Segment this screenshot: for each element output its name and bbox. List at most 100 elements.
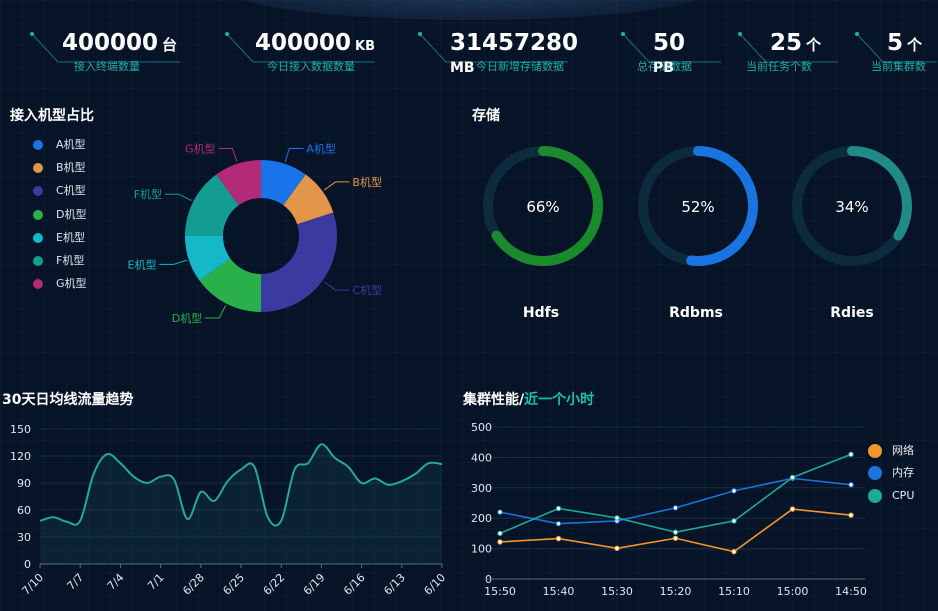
legend-dot xyxy=(33,210,43,220)
pie-label: D机型 xyxy=(172,311,202,325)
ring-percent: 66% xyxy=(526,198,559,216)
stat-unit: PB xyxy=(653,60,674,76)
stat-terminals: 400000 台 接入终端数量 xyxy=(30,26,210,76)
pie-label-line xyxy=(323,181,350,191)
x-tick-label: 15:00 xyxy=(777,585,809,598)
data-point xyxy=(731,548,737,555)
stat-underline xyxy=(621,32,721,63)
pie-slice xyxy=(261,212,337,312)
y-tick-label: 500 xyxy=(471,421,492,434)
stat-label: 今日新增存储数据 xyxy=(476,60,564,73)
pie-label-line xyxy=(159,259,187,265)
x-tick-label: 15:50 xyxy=(484,585,516,598)
ring-progress xyxy=(491,146,603,266)
x-tick-label: 15:20 xyxy=(660,585,692,598)
pie-slice xyxy=(185,174,239,236)
legend-label: G机型 xyxy=(56,277,87,290)
data-point xyxy=(672,529,679,535)
data-point xyxy=(672,535,679,541)
y-tick-label: 400 xyxy=(471,451,492,464)
series-line xyxy=(39,443,443,527)
machine-share-title: 接入机型占比 xyxy=(10,108,94,124)
stat-value: 5 xyxy=(887,30,904,56)
legend-label: 网络 xyxy=(892,444,914,457)
legend-dot xyxy=(33,279,43,289)
ring-percent: 52% xyxy=(681,198,714,216)
stat-label: 总存储数据 xyxy=(637,60,692,73)
x-tick-label: 7/7 xyxy=(65,571,87,593)
x-tick-label: 15:30 xyxy=(601,585,633,598)
ring-percent: 34% xyxy=(835,198,868,216)
y-tick-label: 150 xyxy=(10,423,31,436)
stat-underline xyxy=(855,32,937,63)
series-line xyxy=(499,453,852,535)
pie-label-line xyxy=(218,148,238,162)
data-point xyxy=(789,474,796,481)
legend-label: B机型 xyxy=(56,161,86,174)
stat-unit: 台 xyxy=(162,36,178,54)
pie-slice xyxy=(283,174,334,225)
pie-slice xyxy=(216,160,261,206)
data-point xyxy=(497,509,503,515)
legend-dot xyxy=(33,140,43,150)
data-point xyxy=(731,518,737,524)
ring-progress xyxy=(847,146,912,241)
series-line xyxy=(499,477,852,525)
pie-label: F机型 xyxy=(134,187,162,201)
legend-dot xyxy=(33,186,43,196)
legend-label: D机型 xyxy=(56,208,87,221)
legend-dot xyxy=(868,466,882,480)
stat-total-storage: 50 总存储数据 PB xyxy=(621,26,731,76)
x-tick-label: 7/10 xyxy=(19,571,46,598)
pie-label: C机型 xyxy=(352,283,382,297)
ring-name-hdfs: Hdfs xyxy=(522,305,560,321)
legend-dot xyxy=(868,489,882,503)
data-point xyxy=(731,488,737,494)
stat-unit: MB xyxy=(450,60,475,76)
stat-underline xyxy=(418,32,568,63)
stat-unit: 个 xyxy=(806,36,822,54)
storage-title: 存储 xyxy=(472,108,500,124)
pie-label: B机型 xyxy=(352,175,382,189)
pie-slice xyxy=(185,236,231,281)
legend-label: E机型 xyxy=(56,231,85,244)
x-tick-label: 6/28 xyxy=(180,571,207,598)
x-tick-label: 7/4 xyxy=(105,571,127,593)
data-point xyxy=(848,512,854,518)
pie-label-line xyxy=(165,193,192,202)
x-tick-label: 15:10 xyxy=(718,585,750,598)
legend-dot xyxy=(33,256,43,266)
stat-value: 31457280 xyxy=(450,30,579,56)
legend-dot xyxy=(33,163,43,173)
pie-label-line xyxy=(284,148,304,162)
pie-label: G机型 xyxy=(185,142,216,156)
stat-underline xyxy=(30,32,180,63)
legend-dot xyxy=(33,233,43,243)
y-tick-label: 200 xyxy=(471,512,492,525)
ring-name-rdbms: Rdbms xyxy=(669,305,723,321)
stat-tasks: 25 个 当前任务个数 xyxy=(738,26,848,76)
area-fill xyxy=(40,444,442,564)
pie-label: A机型 xyxy=(306,142,336,156)
x-tick-label: 6/16 xyxy=(341,571,368,598)
legend-label: F机型 xyxy=(56,254,85,267)
x-tick-label: 14:50 xyxy=(835,585,867,598)
stat-unit: 个 xyxy=(907,36,923,54)
y-tick-label: 0 xyxy=(24,558,31,571)
y-tick-label: 90 xyxy=(17,477,31,490)
legend-label: CPU xyxy=(892,489,915,502)
data-point xyxy=(789,506,796,512)
y-tick-label: 100 xyxy=(471,543,492,556)
pie-slice xyxy=(199,258,261,312)
data-point xyxy=(614,515,620,521)
stat-today-data: 400000 KB 今日接入数据数量 xyxy=(225,26,405,76)
stat-label: 当前任务个数 xyxy=(746,60,812,73)
x-tick-label: 6/10 xyxy=(421,571,448,598)
stat-label: 今日接入数据数量 xyxy=(267,60,355,73)
legend-label: C机型 xyxy=(56,184,86,197)
stat-value: 50 xyxy=(653,30,686,56)
stat-new-storage: 31457280 MB 今日新增存储数据 xyxy=(418,26,598,76)
pie-label-line xyxy=(323,281,350,291)
stat-label: 接入终端数量 xyxy=(74,60,140,73)
